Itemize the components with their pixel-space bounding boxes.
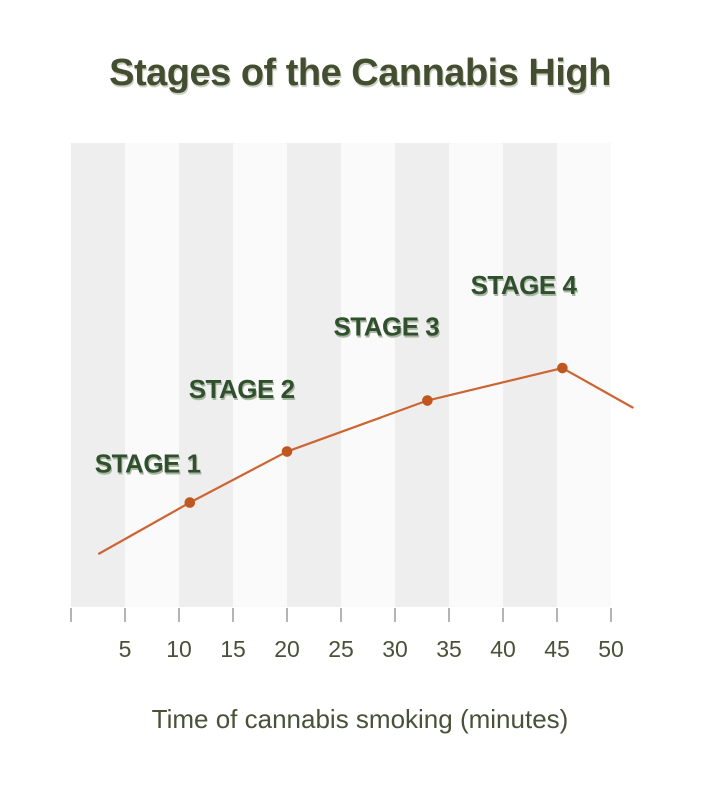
background-band — [233, 143, 287, 607]
background-band — [449, 143, 503, 607]
data-point — [422, 395, 433, 406]
x-tick-label: 15 — [220, 636, 246, 662]
background-band — [71, 143, 125, 607]
stage-annotation: STAGE 3 — [333, 312, 439, 342]
background-band — [287, 143, 341, 607]
x-tick-label: 20 — [274, 636, 300, 662]
stage-annotation: STAGE 2 — [189, 374, 295, 404]
data-point — [184, 497, 196, 508]
intensity-line — [97, 366, 634, 555]
x-tick-label: 5 — [119, 636, 132, 662]
background-band — [395, 143, 449, 607]
cannabis-high-line-chart: 5 10 15 20 25 30 35 40 45 50 STAGE 1 STAGE 2 STAGE 3… — [70, 143, 634, 662]
background-band — [341, 143, 395, 607]
x-tick-label: 45 — [544, 636, 570, 662]
x-tick-label: 25 — [328, 636, 354, 662]
stage-annotation: STAGE 4 — [471, 270, 578, 300]
data-point — [557, 362, 568, 374]
x-tick-label: 30 — [382, 636, 408, 662]
x-tick-label: 35 — [436, 636, 462, 662]
background-band — [557, 143, 611, 607]
x-tick-label: 40 — [490, 636, 516, 662]
background-band — [179, 143, 233, 607]
data-point — [281, 446, 293, 457]
x-axis-title: Time of cannabis smoking (minutes) — [151, 704, 569, 734]
background-band — [125, 143, 179, 607]
chart-title: Stages of the Cannabis High — [109, 52, 611, 94]
x-tick-label: 50 — [598, 636, 624, 662]
x-tick-label: 10 — [166, 636, 192, 662]
stage-annotation: STAGE 1 — [95, 448, 201, 478]
